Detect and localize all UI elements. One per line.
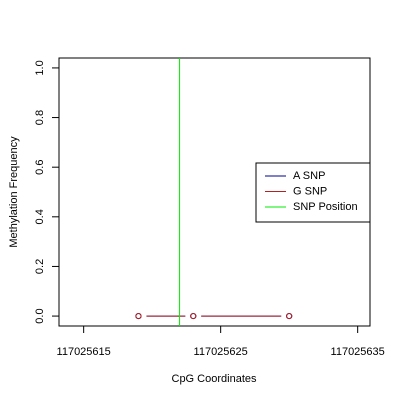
y-tick-label: 0.4 (34, 209, 46, 224)
data-point (135, 312, 142, 320)
legend-label: A SNP (293, 170, 325, 182)
x-tick-label: 117025625 (194, 346, 248, 358)
x-axis-label: CpG Coordinates (172, 373, 257, 385)
legend-box (255, 162, 371, 223)
y-tick-label: 1.0 (34, 60, 46, 75)
data-point (190, 312, 197, 320)
legend-label: G SNP (293, 185, 327, 197)
y-axis-label: Methylation Frequency (8, 136, 20, 248)
y-tick-label: 0.0 (34, 308, 46, 323)
y-tick-label: 0.8 (34, 110, 46, 125)
data-point (286, 312, 293, 320)
x-tick-label: 117025615 (57, 346, 111, 358)
y-tick-label: 0.2 (34, 259, 46, 274)
legend-label: SNP Position (293, 201, 358, 213)
x-tick-label: 117025635 (331, 346, 385, 358)
y-tick-label: 0.6 (34, 160, 46, 175)
